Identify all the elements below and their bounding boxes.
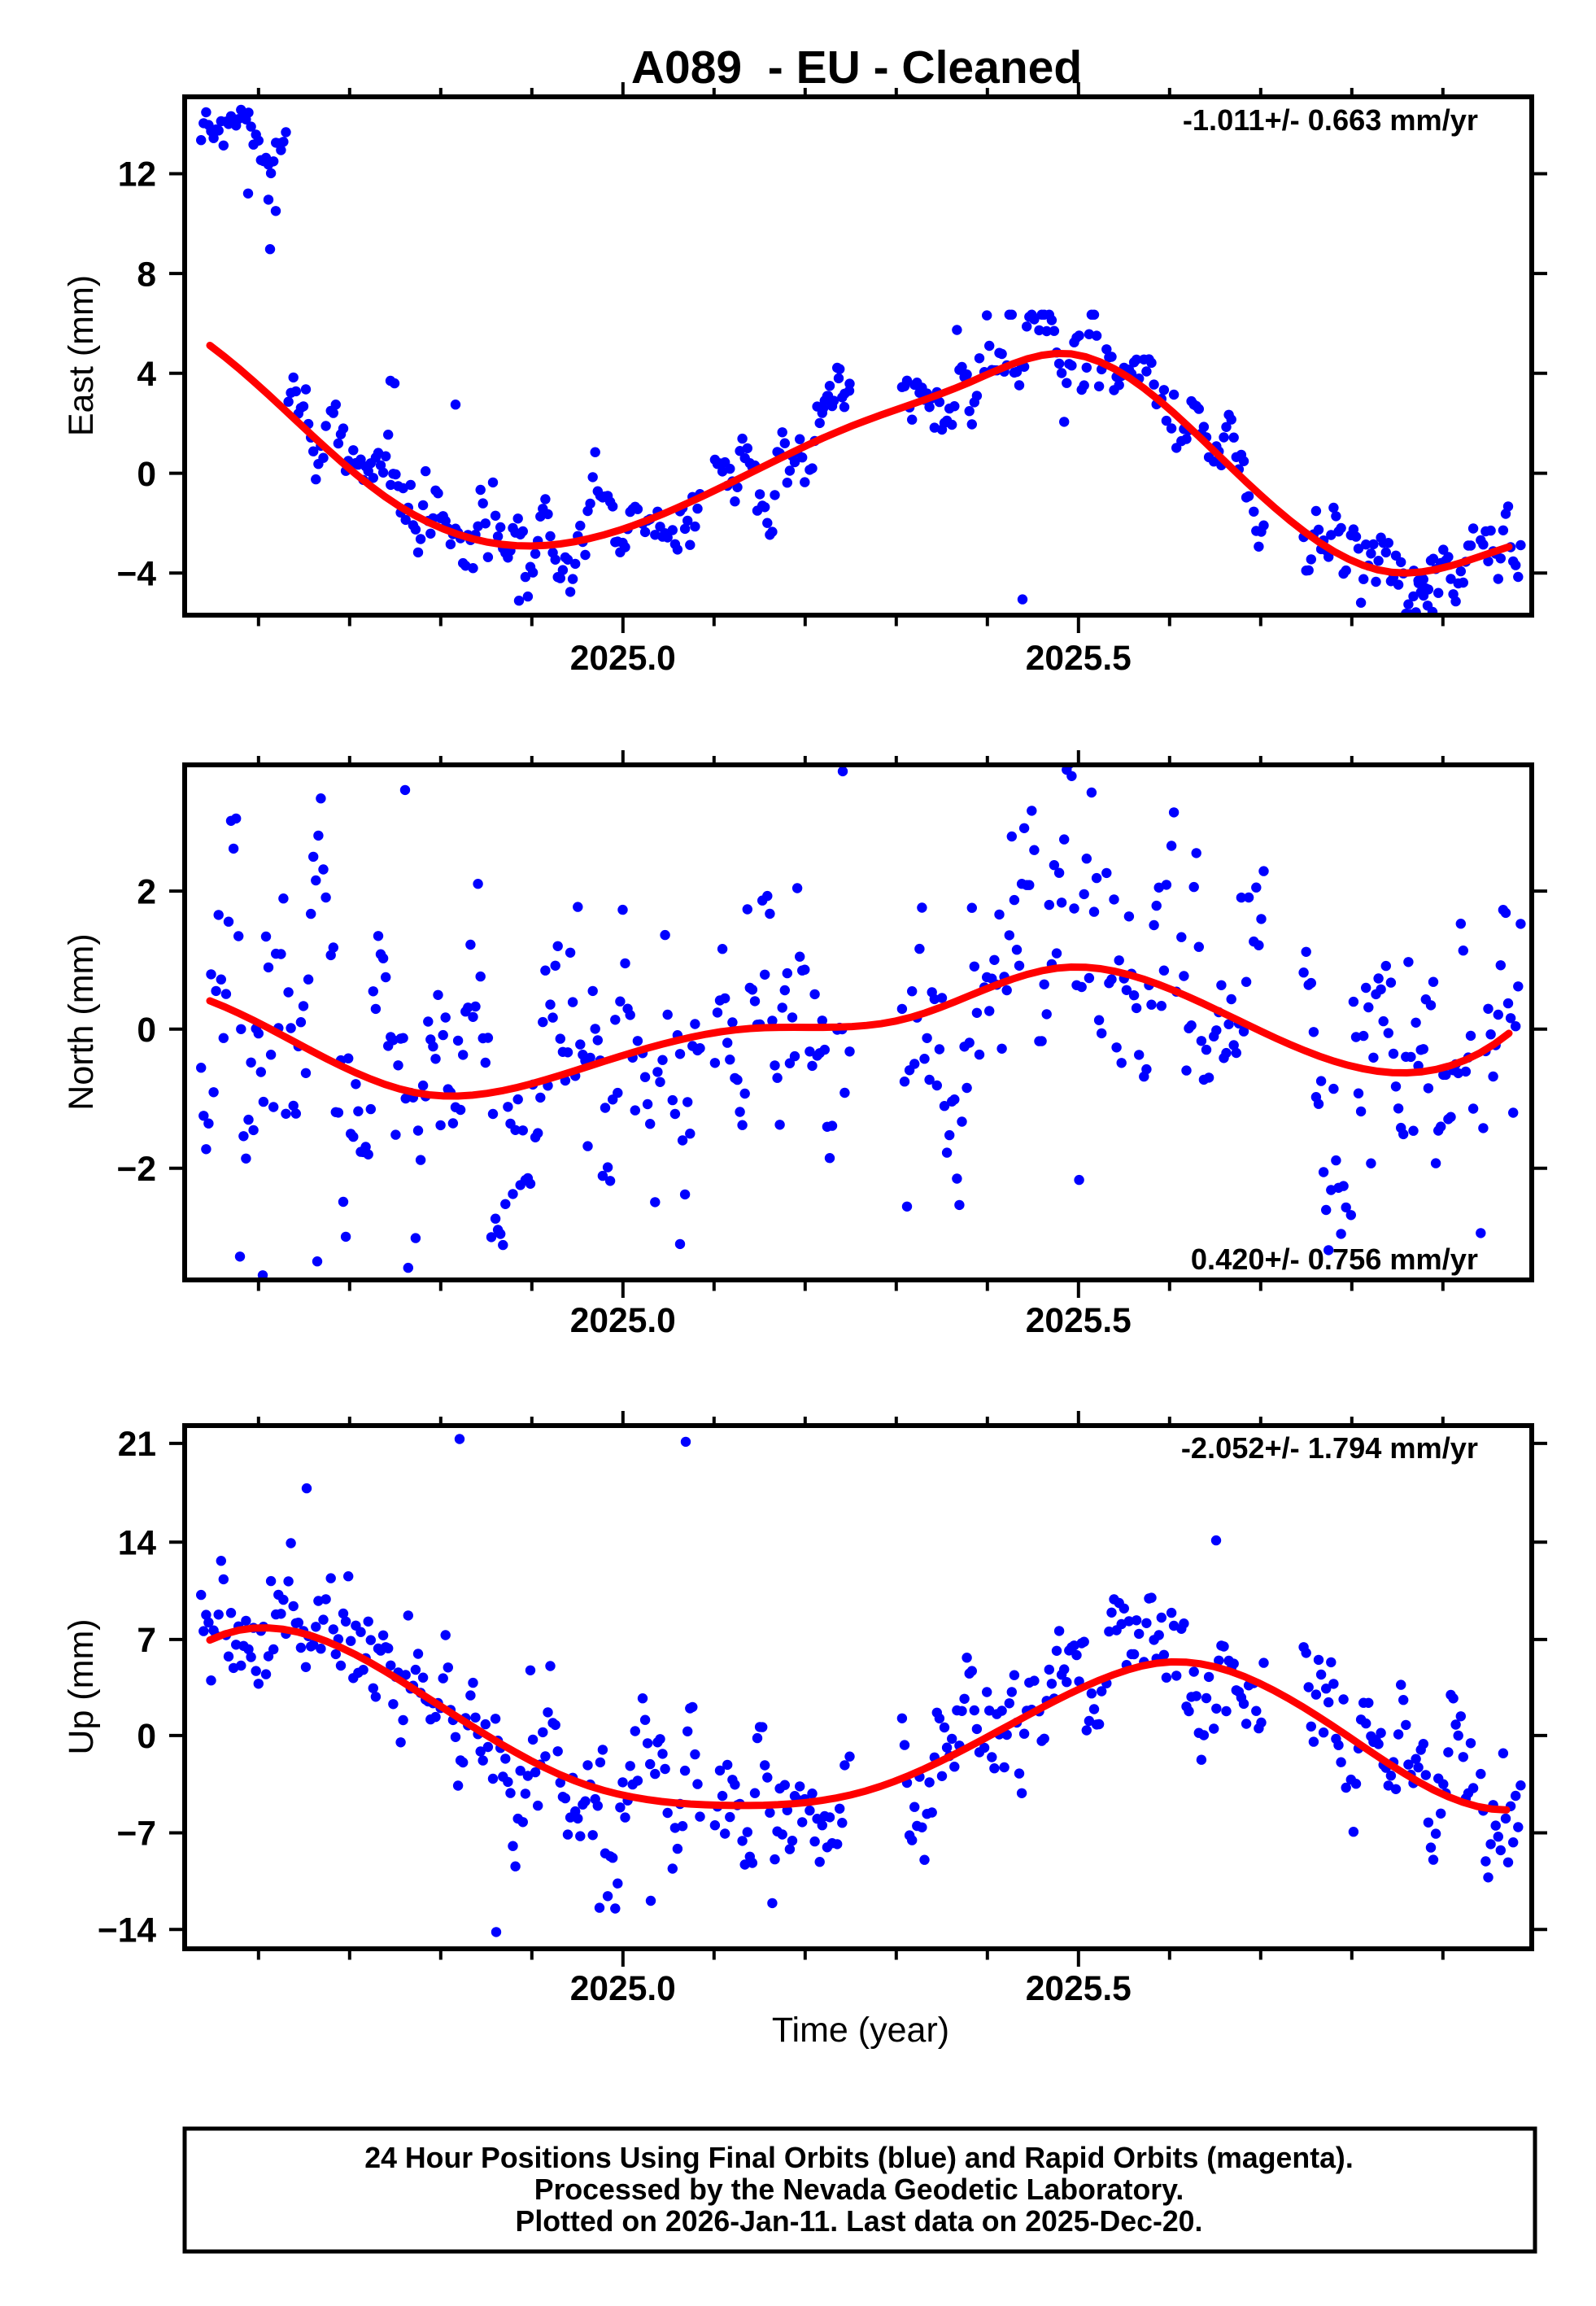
svg-text:2: 2: [137, 873, 156, 911]
svg-text:21: 21: [118, 1426, 156, 1464]
svg-text:7: 7: [137, 1622, 156, 1660]
svg-text:0: 0: [137, 456, 156, 494]
svg-text:Plotted on 2026-Jan-11. Last d: Plotted on 2026-Jan-11. Last data on 202…: [516, 2205, 1203, 2238]
svg-text:-1.011+/- 0.663 mm/yr: -1.011+/- 0.663 mm/yr: [1183, 103, 1478, 137]
svg-text:24 Hour Positions Using Final: 24 Hour Positions Using Final Orbits (bl…: [364, 2142, 1353, 2174]
svg-text:12: 12: [118, 156, 156, 194]
svg-text:2025.5: 2025.5: [1026, 1302, 1132, 1340]
svg-text:−14: −14: [98, 1911, 156, 1950]
svg-text:2025.0: 2025.0: [570, 1302, 676, 1340]
svg-text:−2: −2: [117, 1151, 156, 1189]
svg-text:Processed by the Nevada Geodet: Processed by the Nevada Geodetic Laborat…: [534, 2173, 1184, 2206]
svg-text:2025.0: 2025.0: [570, 640, 676, 678]
svg-text:-2.052+/- 1.794 mm/yr: -2.052+/- 1.794 mm/yr: [1181, 1431, 1478, 1465]
svg-text:2025.5: 2025.5: [1026, 1970, 1132, 2008]
svg-text:2025.5: 2025.5: [1026, 640, 1132, 678]
svg-text:2025.0: 2025.0: [570, 1970, 676, 2008]
svg-text:0.420+/- 0.756 mm/yr: 0.420+/- 0.756 mm/yr: [1191, 1243, 1478, 1276]
svg-text:8: 8: [137, 255, 156, 294]
svg-text:−7: −7: [117, 1815, 156, 1854]
svg-text:4: 4: [137, 356, 156, 394]
svg-text:East (mm): East (mm): [62, 275, 101, 436]
svg-text:North (mm): North (mm): [62, 933, 101, 1110]
svg-text:0: 0: [137, 1718, 156, 1756]
svg-text:0: 0: [137, 1011, 156, 1050]
svg-text:Time (year): Time (year): [772, 2011, 949, 2050]
svg-text:−4: −4: [117, 556, 157, 594]
svg-text:Up (mm): Up (mm): [62, 1618, 101, 1754]
svg-text:14: 14: [118, 1525, 157, 1563]
svg-text:A089 - EU - Cleaned: A089 - EU - Cleaned: [631, 41, 1082, 94]
